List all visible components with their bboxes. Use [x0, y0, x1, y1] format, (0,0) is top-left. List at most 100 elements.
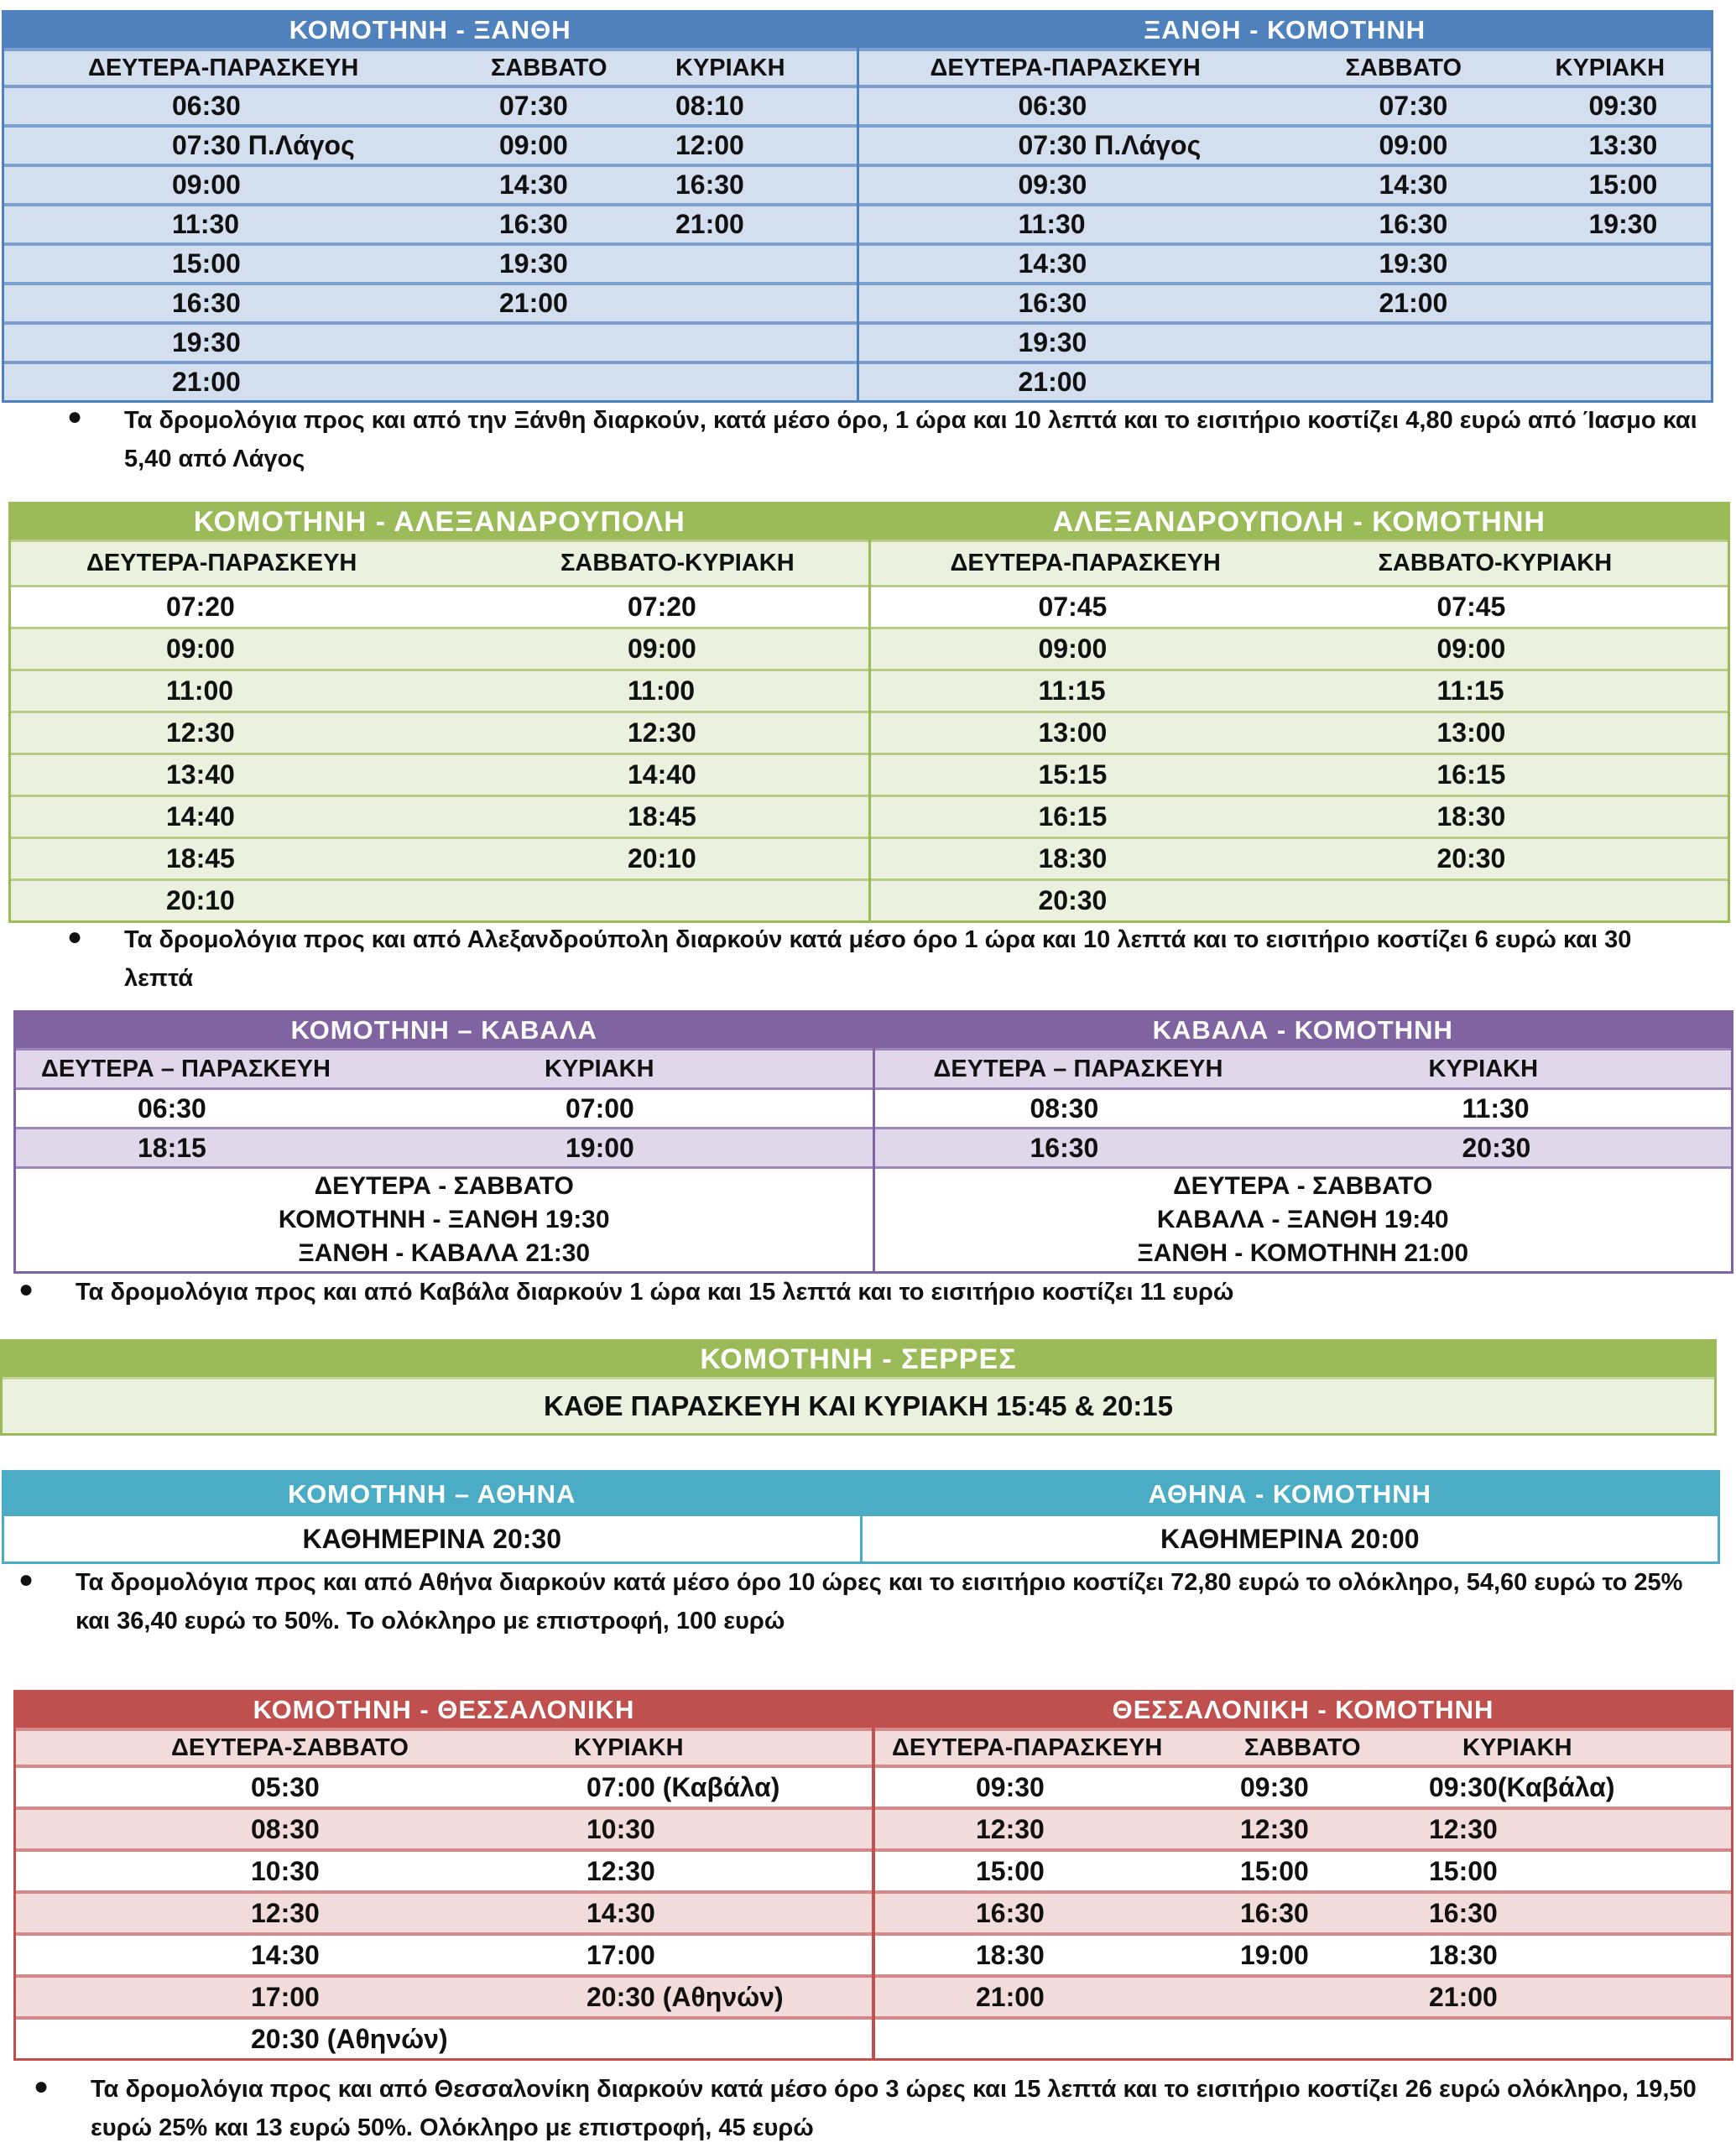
cell: 11:15	[1038, 675, 1106, 706]
athens-left-title: ΚΟΜΟΤΗΝΗ – ΑΘΗΝΑ	[4, 1473, 860, 1516]
athens-left-value: ΚΑΘΗΜΕΡΙΝΑ 20:30	[302, 1523, 562, 1554]
table-row: 13:00 13:00	[870, 711, 1728, 753]
cell: 14:30	[1379, 169, 1448, 200]
table-row: 09:30 14:30 15:00	[858, 164, 1711, 203]
athens-to-komotini: ΑΘΗΝΑ - ΚΟΜΟΤΗΝΗ ΚΑΘΗΜΕΡΙΝΑ 20:00	[859, 1473, 1718, 1561]
komotini-serres-table: ΚΟΜΟΤΗΝΗ - ΣΕΡΡΕΣ ΚΑΘΕ ΠΑΡΑΣΚΕΥΗ ΚΑΙ ΚΥΡ…	[0, 1339, 1717, 1436]
cell: 15:00	[172, 248, 241, 279]
cell: 06:30	[1018, 91, 1087, 121]
cell: 09:30	[1588, 91, 1658, 121]
table-row: 17:00 20:30 (Αθηνών)	[16, 1974, 872, 2016]
cell: 16:30	[976, 1897, 1045, 1928]
cell: 21:00	[1379, 288, 1448, 318]
cell: 09:00	[1379, 130, 1448, 160]
cell: 20:30	[1462, 1132, 1531, 1163]
table-row: 08:30 10:30	[16, 1807, 872, 1848]
cell: 19:30	[1018, 327, 1087, 357]
cell: ΔΕΥΤΕΡΑ – ΠΑΡΑΣΚΕΥΗ	[41, 1055, 331, 1082]
cell: 09:00	[1038, 633, 1108, 664]
cell: 11:30	[172, 209, 240, 239]
cell: 05:30	[251, 1771, 320, 1802]
table-row: 12:30 12:30 12:30	[875, 1807, 1731, 1848]
cell: 20:30	[1038, 885, 1108, 915]
cell: 19:30	[499, 248, 568, 279]
cell: 06:30	[172, 91, 241, 121]
athens-note: Τα δρομολόγια προς και από Αθήνα διαρκού…	[76, 1569, 1683, 1634]
cell: 18:30	[1038, 843, 1108, 873]
table-row: 20:30 (Αθηνών)	[16, 2016, 872, 2058]
table-row: 14:30 19:30	[858, 242, 1711, 282]
cell: ΚΥΡΙΑΚΗ	[545, 1055, 654, 1082]
komotini-to-thessaloniki: ΚΟΜΟΤΗΝΗ - ΘΕΣΣΑΛΟΝΙΚΗ ΔΕΥΤΕΡΑ-ΣΑΒΒΑΤΟ ΚΥΡ…	[16, 1692, 872, 2058]
cell: ΣΑΒΒΑΤΟ-ΚΥΡΙΑΚΗ	[560, 550, 795, 576]
cell: 12:00	[675, 130, 744, 160]
komotini-to-xanthi: ΚΟΜΟΤΗΝΗ - ΞΑΝΘΗ ΔΕΥΤΕΡΑ-ΠΑΡΑΣΚΕΥΗ ΣΑΒΒΑΤΟ…	[4, 13, 857, 400]
cell: 14:30	[251, 1939, 320, 1970]
table-row: 12:30 12:30	[11, 711, 868, 753]
cell: 12:30	[976, 1813, 1045, 1844]
table-row: 18:15 19:00	[16, 1127, 873, 1166]
cell: 07:45	[1436, 592, 1506, 622]
cell: 09:30(Καβάλα)	[1429, 1771, 1615, 1802]
table-row: 11:30 16:30 19:30	[858, 203, 1711, 242]
table-row: 18:30 20:30	[870, 837, 1728, 878]
cell: 12:30	[586, 1855, 655, 1886]
table-row: 08:30 11:30	[874, 1087, 1731, 1127]
extra-line: ΔΕΥΤΕΡΑ - ΣΑΒΒΑΤΟ	[1173, 1172, 1433, 1200]
table-row: 16:30 16:30 16:30	[875, 1890, 1731, 1932]
cell: 18:45	[628, 801, 696, 832]
table-row: 10:30 12:30	[16, 1848, 872, 1890]
cell: 21:00	[172, 367, 241, 397]
cell: 19:30	[1588, 209, 1658, 239]
table-row: 12:30 14:30	[16, 1890, 872, 1932]
cell: ΔΕΥΤΕΡΑ-ΠΑΡΑΣΚΕΥΗ	[950, 550, 1221, 576]
extra-line: ΔΕΥΤΕΡΑ - ΣΑΒΒΑΤΟ	[314, 1172, 574, 1200]
cell: 16:30	[1429, 1897, 1498, 1928]
cell: 18:45	[166, 843, 235, 873]
cell: ΣΑΒΒΑΤΟ	[1345, 54, 1462, 81]
serres-schedule: ΚΑΘΕ ΠΑΡΑΣΚΕΥΗ ΚΑΙ ΚΥΡΙΑΚΗ 15:45 & 20:15	[3, 1377, 1714, 1433]
table-row: 11:00 11:00	[11, 669, 868, 711]
route-title: ΑΛΕΞΑΝΔΡΟΥΠΟΛΗ - ΚΟΜΟΤΗΝΗ	[870, 504, 1728, 540]
cell: 12:30	[628, 717, 696, 748]
cell: 18:30	[1436, 801, 1506, 832]
route-title: ΞΑΝΘΗ - ΚΟΜΟΤΗΝΗ	[858, 13, 1711, 48]
cell: ΔΕΥΤΕΡΑ-ΠΑΡΑΣΚΕΥΗ	[88, 54, 359, 81]
cell: 10:30	[251, 1855, 320, 1886]
cell: 18:15	[138, 1132, 206, 1163]
alexandroupoli-note: Τα δρομολόγια προς και από Αλεξανδρούπολ…	[124, 926, 1632, 992]
cell: 16:30	[1240, 1897, 1309, 1928]
cell: ΚΥΡΙΑΚΗ	[574, 1734, 684, 1761]
route-title: ΚΟΜΟΤΗΝΗ – ΚΑΒΑΛΑ	[16, 1013, 873, 1048]
cell: 21:00	[675, 209, 744, 239]
thessaloniki-note: Τα δρομολόγια προς και από Θεσσαλονίκη δ…	[91, 2076, 1697, 2141]
table-row: 14:30 17:00	[16, 1932, 872, 1974]
table-row: 09:00 14:30 16:30	[4, 164, 857, 203]
column-header-row: ΔΕΥΤΕΡΑ – ΠΑΡΑΣΚΕΥΗ ΚΥΡΙΑΚΗ	[874, 1048, 1731, 1087]
table-row: 21:00	[858, 361, 1711, 400]
column-header-row: ΔΕΥΤΕΡΑ-ΠΑΡΑΣΚΕΥΗ ΣΑΒΒΑΤΟ ΚΥΡΙΑΚΗ	[4, 48, 857, 85]
cell: 07:20	[166, 592, 235, 622]
cell: 11:00	[628, 675, 696, 706]
cell: ΔΕΥΤΕΡΑ-ΠΑΡΑΣΚΕΥΗ	[86, 550, 357, 576]
extra-schedule: ΔΕΥΤΕΡΑ - ΣΑΒΒΑΤΟ ΚΑΒΑΛΑ - ΞΑΝΘΗ 19:40 ΞΑΝ…	[874, 1166, 1731, 1271]
cell: 13:00	[1038, 717, 1108, 748]
cell: 15:00	[1240, 1855, 1309, 1886]
table-row: 07:45 07:45	[870, 585, 1728, 627]
cell: 18:30	[976, 1939, 1045, 1970]
table-row: 21:00 21:00	[875, 1974, 1731, 2016]
kavala-note: Τα δρομολόγια προς και από Καβάλα διαρκο…	[76, 1279, 1234, 1306]
route-title: ΚΟΜΟΤΗΝΗ - ΘΕΣΣΑΛΟΝΙΚΗ	[16, 1692, 872, 1728]
cell: 07:30	[499, 91, 568, 121]
cell: 07:30	[1379, 91, 1448, 121]
cell: ΔΕΥΤΕΡΑ – ΠΑΡΑΣΚΕΥΗ	[933, 1055, 1223, 1082]
cell: 12:30	[1429, 1813, 1498, 1844]
cell: 15:00	[976, 1855, 1045, 1886]
cell: 09:30	[976, 1771, 1045, 1802]
cell: 20:10	[628, 843, 696, 873]
cell: 07:00 (Καβάλα)	[586, 1771, 780, 1802]
bullet-icon: ●	[67, 923, 83, 951]
komotini-thessaloniki-table: ΚΟΜΟΤΗΝΗ - ΘΕΣΣΑΛΟΝΙΚΗ ΔΕΥΤΕΡΑ-ΣΑΒΒΑΤΟ ΚΥΡ…	[13, 1690, 1733, 2061]
cell: 21:00	[499, 288, 568, 318]
cell: 09:30	[1240, 1771, 1309, 1802]
